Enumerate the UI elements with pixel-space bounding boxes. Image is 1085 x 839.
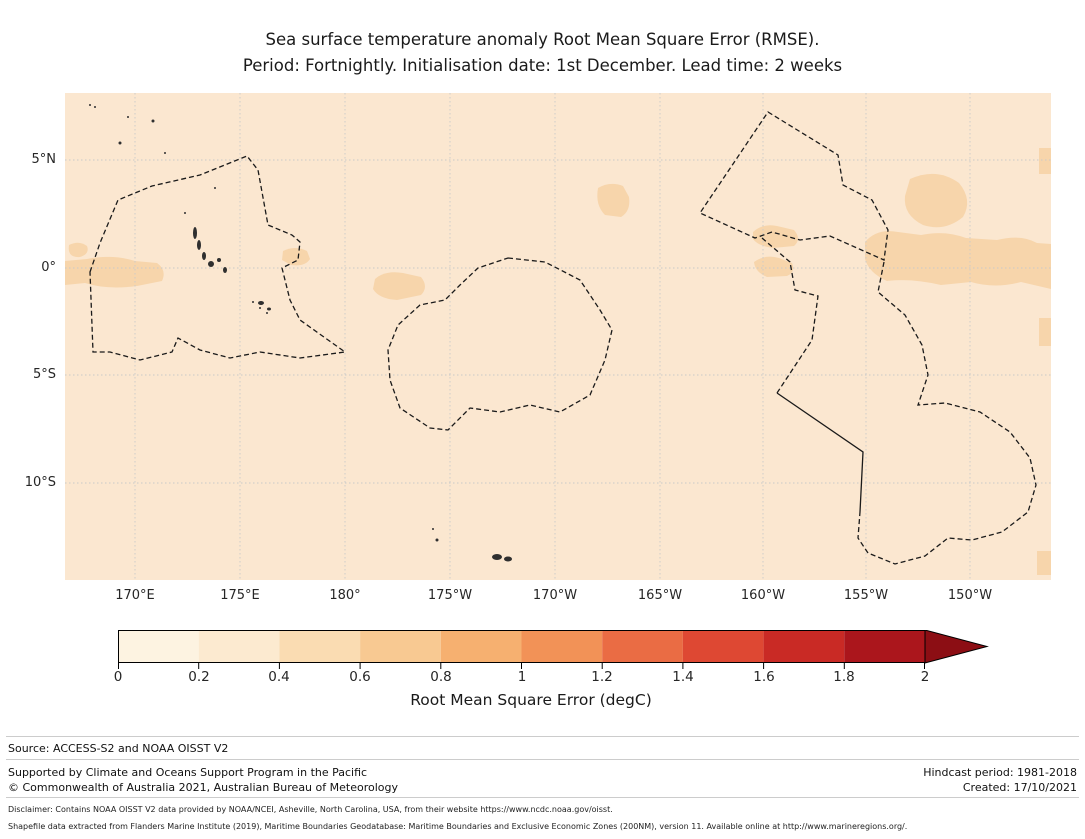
disclaimer-line-2: Shapefile data extracted from Flanders M…	[8, 822, 908, 831]
colorbar	[118, 630, 989, 669]
colorbar-segment	[279, 630, 361, 663]
lon-tick-label: 175°E	[220, 588, 260, 603]
eez-boundary-central	[387, 257, 613, 431]
colorbar-tick-label: 0.8	[430, 669, 452, 685]
colorbar-tick-label: 2	[920, 669, 930, 685]
divider	[6, 736, 1079, 737]
lon-tick-label: 165°W	[637, 588, 683, 603]
colorbar-segment	[682, 630, 764, 663]
map	[65, 93, 1051, 580]
colorbar-segment	[360, 630, 441, 663]
created-date-text: Created: 17/10/2021	[962, 781, 1077, 794]
figure-title-line2: Period: Fortnightly. Initialisation date…	[242, 56, 843, 75]
colorbar-label: Root Mean Square Error (degC)	[410, 691, 652, 709]
colorbar-tick-marks	[118, 663, 925, 669]
disclaimer-line-1: Disclaimer: Contains NOAA OISST V2 data …	[8, 805, 613, 814]
colorbar-segment	[602, 630, 683, 663]
colorbar-segment	[844, 630, 925, 663]
colorbar-tick-label: 1.8	[833, 669, 855, 685]
eez-boundary-north-east	[699, 111, 889, 261]
figure-title: Sea surface temperature anomaly Root Mea…	[0, 27, 1085, 79]
rmse-patches	[65, 148, 1051, 575]
lat-tick-label: 10°S	[24, 475, 56, 490]
lon-tick-label: 180°	[329, 588, 361, 603]
eez-boundaries	[89, 111, 1037, 565]
boundary-solid-segment	[776, 392, 864, 513]
source-text: Source: ACCESS-S2 and NOAA OISST V2	[8, 742, 229, 755]
divider	[6, 797, 1079, 798]
colorbar-tick-label: 0.2	[188, 669, 210, 685]
colorbar-outline	[118, 630, 926, 663]
colorbar-segments	[118, 630, 925, 663]
lon-tick-label: 150°W	[947, 588, 993, 603]
lon-tick-label: 170°W	[532, 588, 578, 603]
colorbar-tick-label: 1	[517, 669, 527, 685]
colorbar-extend-arrow	[924, 630, 989, 664]
colorbar-segment	[521, 630, 603, 663]
copyright-text: © Commonwealth of Australia 2021, Austra…	[8, 781, 398, 794]
colorbar-tick-label: 1.4	[672, 669, 694, 685]
colorbar-tick-label: 0	[113, 669, 123, 685]
colorbar-segment	[440, 630, 522, 663]
colorbar-segment	[118, 630, 199, 663]
colorbar-tick-label: 0.4	[268, 669, 290, 685]
hindcast-period-text: Hindcast period: 1981-2018	[923, 766, 1077, 779]
eez-boundary-east-inner	[761, 237, 819, 394]
supported-text: Supported by Climate and Oceans Support …	[8, 766, 368, 779]
divider	[6, 759, 1079, 760]
ocean-background	[65, 93, 1051, 580]
colorbar-segment	[763, 630, 845, 663]
lat-tick-label: 5°N	[31, 152, 57, 167]
eez-boundary-west	[89, 155, 347, 361]
lat-tick-label: 5°S	[32, 367, 56, 382]
colorbar-segment	[198, 630, 280, 663]
lon-tick-label: 160°W	[740, 588, 786, 603]
colorbar-tick-label: 1.2	[591, 669, 613, 685]
colorbar-tick-label: 1.6	[753, 669, 775, 685]
lat-tick-label: 0°	[41, 260, 56, 275]
colorbar-tick-label: 0.6	[349, 669, 371, 685]
figure-title-line1: Sea surface temperature anomaly Root Mea…	[265, 30, 820, 49]
lon-tick-label: 175°W	[427, 588, 473, 603]
eez-boundary-south-east	[857, 261, 1037, 565]
lon-tick-label: 155°W	[843, 588, 889, 603]
islands	[89, 104, 512, 562]
lon-tick-label: 170°E	[115, 588, 155, 603]
